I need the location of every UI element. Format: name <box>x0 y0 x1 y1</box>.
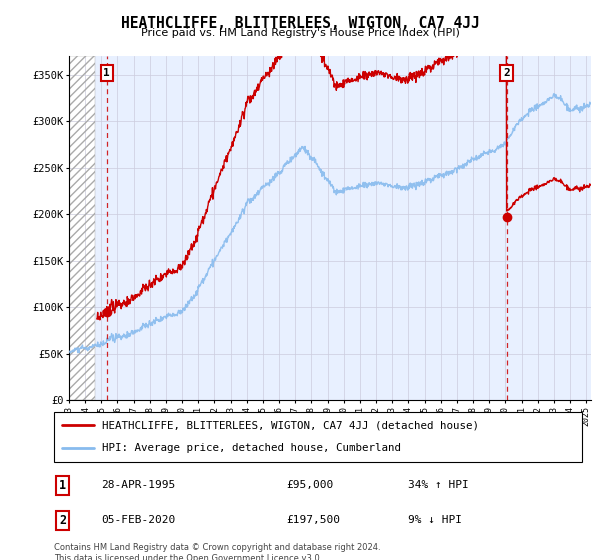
Bar <box>69 56 95 400</box>
FancyBboxPatch shape <box>54 412 582 462</box>
Text: HPI: Average price, detached house, Cumberland: HPI: Average price, detached house, Cumb… <box>101 444 401 454</box>
Text: 9% ↓ HPI: 9% ↓ HPI <box>408 515 462 525</box>
Text: £95,000: £95,000 <box>286 480 334 490</box>
Text: £197,500: £197,500 <box>286 515 340 525</box>
Bar <box>69 56 95 400</box>
Text: 1: 1 <box>59 479 67 492</box>
Text: 1: 1 <box>103 68 110 78</box>
Text: HEATHCLIFFE, BLITTERLEES, WIGTON, CA7 4JJ (detached house): HEATHCLIFFE, BLITTERLEES, WIGTON, CA7 4J… <box>101 420 479 430</box>
Text: HEATHCLIFFE, BLITTERLEES, WIGTON, CA7 4JJ: HEATHCLIFFE, BLITTERLEES, WIGTON, CA7 4J… <box>121 16 479 31</box>
Text: 2: 2 <box>59 514 67 526</box>
Text: Price paid vs. HM Land Registry's House Price Index (HPI): Price paid vs. HM Land Registry's House … <box>140 28 460 38</box>
Text: 2: 2 <box>503 68 510 78</box>
Text: Contains HM Land Registry data © Crown copyright and database right 2024.
This d: Contains HM Land Registry data © Crown c… <box>54 543 380 560</box>
Text: 34% ↑ HPI: 34% ↑ HPI <box>408 480 469 490</box>
Text: 05-FEB-2020: 05-FEB-2020 <box>101 515 176 525</box>
Text: 28-APR-1995: 28-APR-1995 <box>101 480 176 490</box>
